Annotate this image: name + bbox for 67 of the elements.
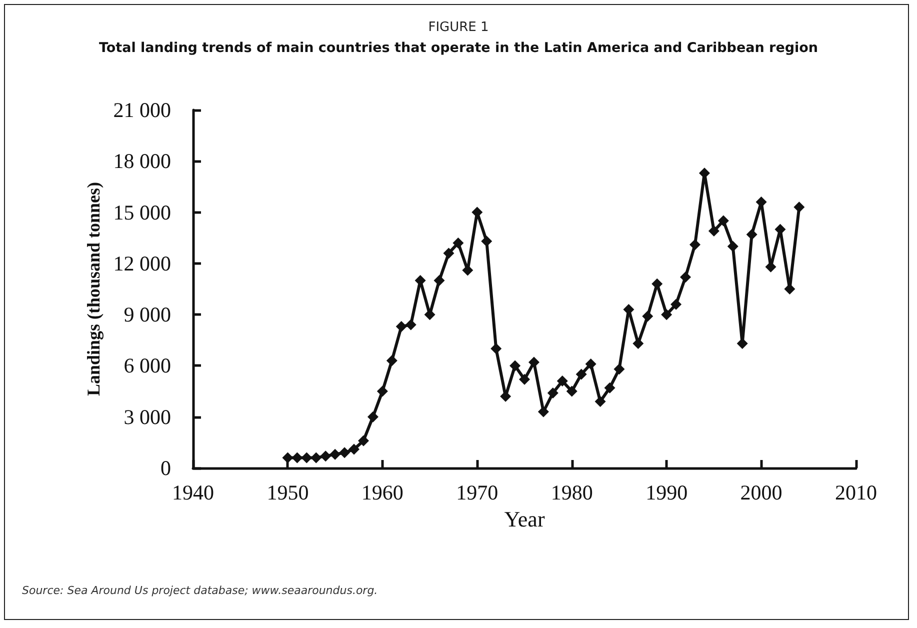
point <box>680 272 692 283</box>
point <box>547 387 558 398</box>
point <box>301 452 312 464</box>
y-tick-label: 18 000 <box>113 149 171 174</box>
point <box>348 444 360 455</box>
source-note: Source: Sea Around Us project database; www.seaaroundus.org. <box>22 584 378 597</box>
point <box>623 304 634 315</box>
y-tick-label: 0 <box>160 456 171 480</box>
x-tick-label: 1960 <box>361 480 404 504</box>
y-tick-label: 21 000 <box>113 98 171 122</box>
point <box>310 452 322 464</box>
point <box>443 248 454 259</box>
point <box>320 450 332 462</box>
point <box>434 274 445 286</box>
point <box>510 360 521 372</box>
point <box>727 240 738 252</box>
point <box>367 411 378 422</box>
y-tick-label: 3 000 <box>124 404 171 429</box>
x-tick-label: 1970 <box>456 480 498 504</box>
point <box>746 228 758 240</box>
point <box>689 239 700 250</box>
point <box>794 202 805 213</box>
chart-title: FIGURE 1 <box>428 20 489 35</box>
point <box>490 343 502 354</box>
y-axis-title: Landings (thousand tonnes) <box>83 182 104 396</box>
point <box>566 386 578 397</box>
x-tick-label: 1940 <box>172 480 214 504</box>
point <box>642 310 654 322</box>
x-tick-label: 1990 <box>646 480 688 504</box>
point <box>481 236 492 247</box>
point <box>652 278 663 290</box>
point <box>452 237 464 248</box>
point <box>708 226 720 237</box>
point <box>292 452 303 464</box>
point <box>718 215 729 226</box>
point <box>604 382 616 394</box>
point <box>330 448 341 460</box>
y-tick-label: 6 000 <box>124 354 171 378</box>
point <box>632 338 644 350</box>
y-tick-label: 15 000 <box>113 200 171 224</box>
point <box>594 396 606 408</box>
chart-subtitle: Total landing trends of main countries that operate in the Latin America and Caribbean region <box>98 40 818 56</box>
point <box>339 447 350 458</box>
point <box>519 374 530 385</box>
point <box>556 376 568 387</box>
point <box>282 452 294 464</box>
point <box>614 364 625 375</box>
point <box>784 284 796 294</box>
x-tick-label: 2010 <box>835 480 877 504</box>
x-tick-label: 1980 <box>550 480 593 504</box>
point <box>538 406 549 418</box>
point <box>396 321 407 332</box>
point <box>386 355 398 366</box>
point <box>661 309 672 320</box>
x-axis-title: Year <box>504 506 546 532</box>
point <box>358 435 369 446</box>
point <box>405 319 416 330</box>
point <box>528 356 540 368</box>
point <box>736 338 748 350</box>
y-tick-label: 12 000 <box>113 251 171 276</box>
y-tick-label: 9 000 <box>124 302 171 327</box>
x-tick-label: 2000 <box>740 480 782 504</box>
point <box>376 386 388 397</box>
x-tick-label: 1950 <box>266 480 309 504</box>
point <box>585 358 596 370</box>
point <box>670 298 682 310</box>
point <box>576 368 587 380</box>
